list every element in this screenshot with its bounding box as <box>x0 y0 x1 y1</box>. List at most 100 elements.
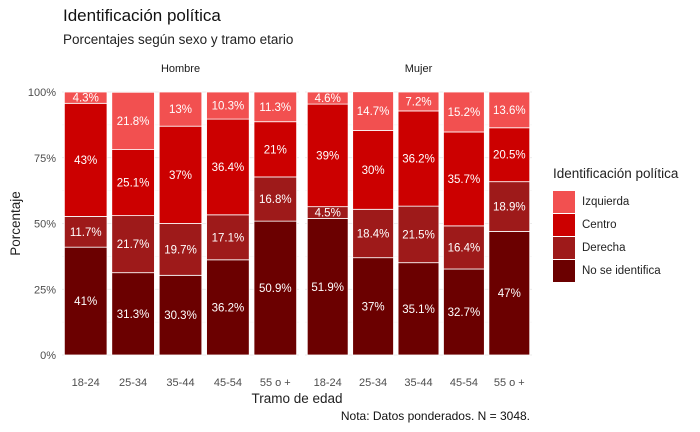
data-label: 21.8% <box>117 116 150 128</box>
bar-segment <box>306 91 349 105</box>
x-tick-label: 18-24 <box>314 377 342 389</box>
data-label: 20.5% <box>493 150 526 162</box>
legend-label: Izquierda <box>582 195 630 208</box>
legend-label: Centro <box>582 218 617 231</box>
bar-segment <box>397 205 440 264</box>
bar-segment <box>111 149 155 217</box>
x-tick-label: 25-34 <box>359 377 387 389</box>
y-tick-label: 75% <box>34 153 56 165</box>
bar-segment <box>111 91 155 150</box>
bar-segment <box>488 181 531 232</box>
bar-segment <box>397 110 440 207</box>
y-tick-label: 0% <box>40 350 56 362</box>
y-tick-label: 100% <box>28 87 56 99</box>
legend-items: Izquierda Centro Derecha No se identifica <box>553 190 678 282</box>
legend: Identificación política Izquierda Centro D… <box>553 166 678 282</box>
bar-segment <box>253 220 298 356</box>
data-label: 39% <box>316 150 339 162</box>
x-tick-label: 55 o + <box>260 377 291 389</box>
data-label: 13% <box>169 104 192 116</box>
legend-item: Centro <box>553 213 678 236</box>
bar-segment <box>63 91 108 104</box>
caption: Nota: Datos ponderados. N = 3048. <box>340 409 530 423</box>
legend-key <box>553 213 575 236</box>
data-label: 35.1% <box>402 304 435 316</box>
bar-segment <box>206 91 250 120</box>
legend-label: Derecha <box>582 241 626 254</box>
data-label: 4.3% <box>73 93 99 105</box>
data-label: 35.7% <box>448 174 481 186</box>
bar-segment <box>488 230 531 356</box>
bar-segment <box>488 91 531 129</box>
bar-segment <box>206 214 250 261</box>
bar-segment <box>63 246 108 356</box>
data-label: 14.7% <box>357 106 390 118</box>
legend-key <box>553 190 575 213</box>
legend-title: Identificación política <box>553 166 679 181</box>
bar-segment <box>306 218 349 356</box>
x-tick-label: 45-54 <box>450 377 478 389</box>
data-label: 30% <box>362 165 385 177</box>
bar-segment <box>352 91 394 131</box>
bar-segment <box>352 208 394 259</box>
bar-segment <box>158 223 203 276</box>
x-tick-label: 18-24 <box>72 377 100 389</box>
legend-item: No se identifica <box>553 259 678 282</box>
x-tick-label: 35-44 <box>404 377 432 389</box>
legend-key <box>553 259 575 282</box>
bar-segment <box>253 176 298 222</box>
data-label: 50.9% <box>259 283 292 295</box>
data-label: 15.2% <box>448 107 481 119</box>
data-label: 36.2% <box>212 302 245 314</box>
chart-title: Identificación política <box>63 6 221 25</box>
data-label: 13.6% <box>493 105 526 117</box>
y-tick-label: 50% <box>34 219 56 231</box>
bar-segment <box>158 91 203 127</box>
data-label: 25.1% <box>117 178 150 190</box>
bar-segment <box>443 268 485 356</box>
bar-segment <box>206 259 250 356</box>
x-tick-label: 25-34 <box>119 377 147 389</box>
data-label: 19.7% <box>164 244 197 256</box>
data-label: 4.5% <box>315 208 341 220</box>
bar-segment <box>253 121 298 178</box>
data-label: 37% <box>362 301 385 313</box>
bar-segment <box>63 215 108 248</box>
x-tick-label: 55 o + <box>494 377 525 389</box>
bar-segment <box>443 91 485 133</box>
data-label: 21.7% <box>117 239 150 251</box>
data-label: 36.4% <box>212 162 245 174</box>
data-label: 16.4% <box>448 242 481 254</box>
data-label: 21% <box>264 144 287 156</box>
legend-item: Derecha <box>553 236 678 259</box>
facet-label-hombre: Hombre <box>161 63 200 75</box>
legend-label: No se identifica <box>582 264 661 277</box>
bar-segment <box>352 129 394 210</box>
legend-item: Izquierda <box>553 190 678 213</box>
bar-segment <box>397 91 440 112</box>
bar-segment <box>158 274 203 356</box>
data-label: 47% <box>498 288 521 300</box>
data-label: 11.3% <box>259 102 291 114</box>
bar-segment <box>158 125 203 224</box>
data-label: 4.6% <box>315 93 341 105</box>
data-label: 30.3% <box>164 310 197 322</box>
y-tick-label: 25% <box>34 284 56 296</box>
y-axis-label: Porcentaje <box>8 191 23 256</box>
chart-subtitle: Porcentajes según sexo y tramo etario <box>63 32 294 47</box>
data-label: 10.3% <box>212 101 245 113</box>
data-label: 51.9% <box>311 282 344 294</box>
legend-key <box>553 236 575 259</box>
bar-segment <box>253 91 298 123</box>
data-label: 41% <box>74 296 97 308</box>
data-label: 18.4% <box>357 228 390 240</box>
data-label: 32.7% <box>448 307 481 319</box>
bar-segment <box>397 262 440 356</box>
data-label: 31.3% <box>117 309 150 321</box>
bar-segment <box>443 225 485 270</box>
bar-segment <box>111 215 155 274</box>
bar-segment <box>63 102 108 217</box>
data-label: 16.8% <box>259 194 292 206</box>
data-label: 37% <box>169 170 192 182</box>
